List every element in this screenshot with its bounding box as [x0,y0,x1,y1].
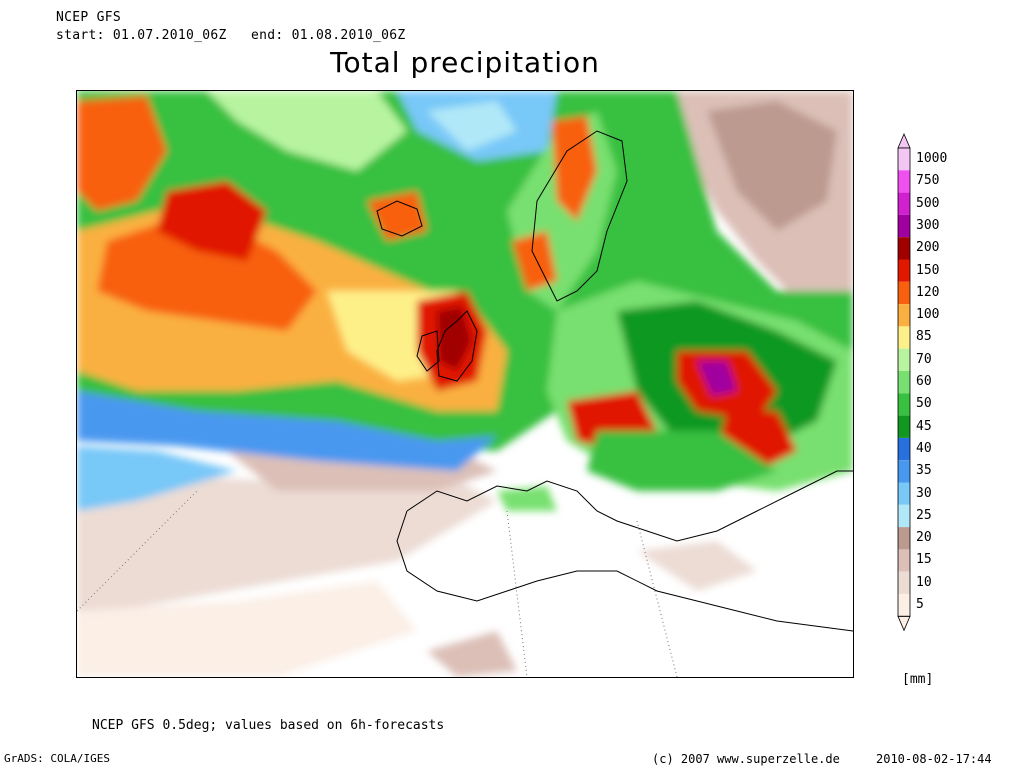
legend-swatch-45 [898,415,910,438]
legend-label-10: 10 [916,574,932,590]
legend-label-300: 300 [916,217,940,233]
legend-swatch-10 [898,571,910,594]
legend-label-50: 50 [916,396,932,412]
legend-label-40: 40 [916,440,932,456]
legend-frame [897,147,911,617]
copyright-text: (c) 2007 www.superzelle.de [652,752,840,766]
legend-swatch-60 [898,371,910,394]
legend-label-25: 25 [916,507,932,523]
legend-arrow-bottom [897,615,911,632]
legend-label-35: 35 [916,463,932,479]
legend-swatch-200 [898,237,910,260]
legend-unit: [mm] [902,672,934,687]
legend-label-750: 750 [916,173,940,189]
legend-swatch-300 [898,214,910,238]
legend-label-1000: 1000 [916,151,948,166]
data-note: NCEP GFS 0.5deg; values based on 6h-fore… [92,718,445,733]
legend-swatch-15 [898,549,910,572]
legend-swatch-50 [898,393,910,416]
legend-swatch-25 [898,504,910,528]
precipitation-legend: 1000 750 500 300 200 150 120 100 85 70 60 50 45 40 35 3… [892,132,1012,632]
precipitation-map [76,90,854,678]
legend-label-100: 100 [916,307,940,323]
precipitation-field [77,91,853,677]
legend-swatch-30 [898,482,910,505]
legend-label-20: 20 [916,530,932,546]
legend-label-70: 70 [916,351,932,367]
map-title: Total precipitation [330,46,600,79]
legend-label-200: 200 [916,240,940,256]
legend-swatch-85 [898,326,910,349]
legend-swatch-20 [898,527,910,550]
legend-swatch-70 [898,348,910,371]
legend-label-150: 150 [916,262,940,278]
legend-arrow-top [897,132,911,149]
legend-swatch-500 [898,192,910,215]
legend-colorbar [897,132,911,632]
legend-label-85: 85 [916,329,932,345]
legend-label-60: 60 [916,374,932,389]
legend-label-30: 30 [916,485,932,501]
forecast-period: start: 01.07.2010_06Z end: 01.08.2010_06… [56,28,406,43]
legend-swatch-35 [898,460,910,483]
legend-label-5: 5 [916,597,924,612]
legend-swatch-150 [898,259,910,282]
model-name: NCEP GFS [56,10,122,25]
legend-label-45: 45 [916,418,932,434]
legend-label-120: 120 [916,284,940,300]
legend-swatch-120 [898,281,910,305]
timestamp: 2010-08-02-17:44 [876,752,992,766]
software-credit: GrADS: COLA/IGES [4,752,110,765]
legend-swatch-750 [898,170,910,193]
legend-swatch-1000 [898,148,910,171]
legend-swatch-100 [898,304,910,327]
legend-label-15: 15 [916,552,932,568]
legend-swatch-5 [898,594,910,617]
legend-swatch-40 [898,437,910,461]
legend-label-500: 500 [916,195,940,211]
